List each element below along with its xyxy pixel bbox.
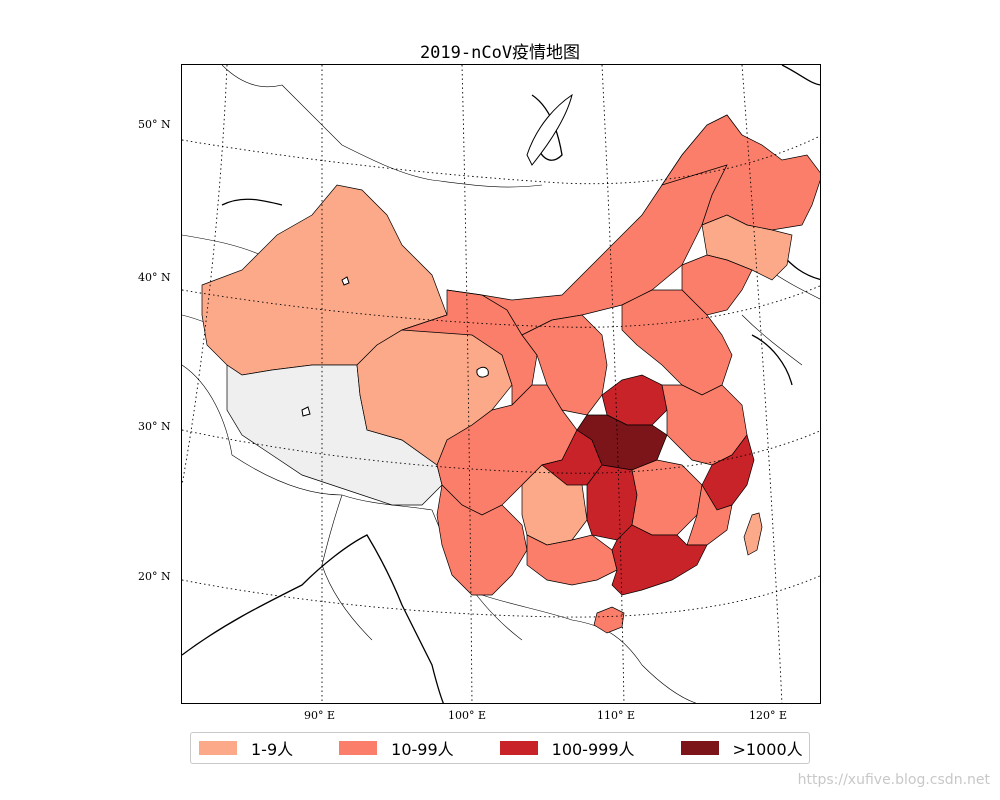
legend-swatch-1000-plus: [680, 741, 719, 755]
map-canvas: [182, 65, 821, 703]
province-northchina[interactable]: [621, 289, 733, 396]
provinces: [201, 114, 821, 634]
lon-label-110: 110° E: [597, 709, 636, 722]
lon-label-100: 100° E: [448, 709, 487, 722]
legend-item-1-9: 1-9人: [197, 736, 337, 760]
lon-label-90: 90° E: [304, 709, 336, 722]
legend-swatch-10-99: [339, 741, 378, 755]
legend-item-1000-plus: >1000人: [679, 736, 803, 760]
map-frame: [181, 64, 821, 704]
lat-label-50: 50° N: [138, 118, 171, 131]
lat-label-40: 40° N: [138, 271, 171, 284]
lat-label-20: 20° N: [138, 570, 171, 583]
lakes: [301, 93, 573, 417]
legend-label-10-99: 10-99人: [391, 740, 454, 759]
graticule: [182, 65, 820, 703]
map-title: 2019-nCoV疫情地图: [419, 43, 581, 63]
province-heilongjiang[interactable]: [661, 114, 821, 231]
watermark-text: https://xufive.blog.csdn.net: [797, 772, 990, 788]
lon-label-120: 120° E: [749, 709, 788, 722]
legend-item-10-99: 10-99人: [337, 736, 498, 760]
legend-swatch-1-9: [199, 741, 237, 755]
legend: 1-9人 10-99人 100-999人 >1000人: [190, 732, 810, 764]
legend-swatch-100-999: [499, 741, 538, 755]
legend-item-100-999: 100-999人: [498, 736, 679, 760]
province-guangxi[interactable]: [526, 534, 618, 586]
lat-label-30: 30° N: [138, 420, 171, 433]
legend-label-1-9: 1-9人: [251, 740, 294, 759]
legend-label-100-999: 100-999人: [551, 740, 635, 759]
province-hainan[interactable]: [593, 606, 625, 634]
legend-label-1000-plus: >1000人: [732, 740, 803, 759]
province-yunnan[interactable]: [436, 484, 528, 596]
province-guangdong[interactable]: [611, 524, 708, 596]
coastlines: [182, 65, 820, 703]
province-jiangxi[interactable]: [631, 459, 703, 536]
province-taiwan[interactable]: [743, 512, 763, 556]
